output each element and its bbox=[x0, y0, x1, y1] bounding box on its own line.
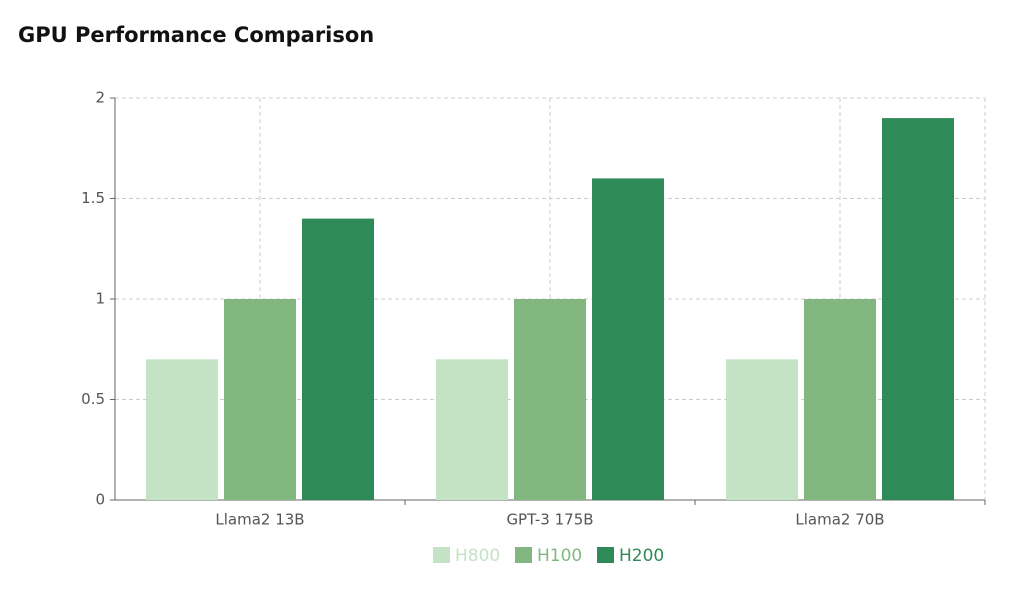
legend-swatch[interactable] bbox=[433, 547, 450, 563]
legend-label[interactable]: H100 bbox=[537, 546, 582, 566]
bar bbox=[514, 299, 586, 500]
y-tick-label: 1 bbox=[95, 290, 105, 308]
bar bbox=[436, 359, 508, 500]
y-tick-label: 1.5 bbox=[81, 189, 105, 207]
bar bbox=[224, 299, 296, 500]
bar bbox=[726, 359, 798, 500]
x-tick-label: GPT-3 175B bbox=[506, 511, 593, 529]
bar bbox=[804, 299, 876, 500]
y-tick-label: 0 bbox=[95, 491, 105, 509]
y-tick-label: 2 bbox=[95, 89, 105, 107]
bar bbox=[882, 118, 954, 500]
bar bbox=[592, 178, 664, 500]
legend-label[interactable]: H200 bbox=[619, 546, 664, 566]
bar bbox=[146, 359, 218, 500]
legend-label[interactable]: H800 bbox=[455, 546, 500, 566]
chart-title: GPU Performance Comparison bbox=[18, 23, 374, 47]
y-tick-label: 0.5 bbox=[81, 390, 105, 408]
x-tick-label: Llama2 13B bbox=[215, 511, 304, 529]
bar bbox=[302, 218, 374, 500]
legend-swatch[interactable] bbox=[515, 547, 532, 563]
x-tick-label: Llama2 70B bbox=[795, 511, 884, 529]
legend-swatch[interactable] bbox=[597, 547, 614, 563]
